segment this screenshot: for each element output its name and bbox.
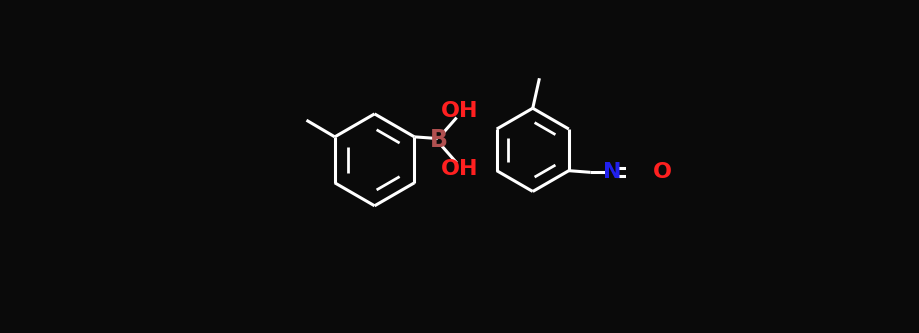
Text: OH: OH — [441, 160, 479, 179]
Text: B: B — [430, 128, 448, 152]
Text: O: O — [652, 162, 672, 182]
Text: N: N — [603, 162, 621, 182]
Text: OH: OH — [441, 101, 479, 121]
